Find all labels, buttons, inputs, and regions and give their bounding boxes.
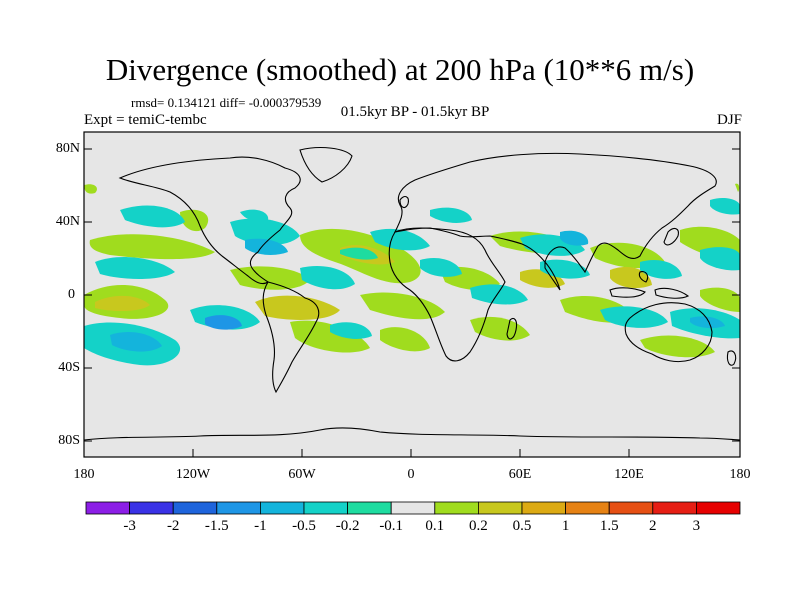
y-axis-ticks: [84, 148, 740, 442]
colorbar-box: [216, 501, 261, 515]
x-axis-ticks: [83, 449, 741, 457]
colorbar-label: -3: [123, 518, 136, 534]
colorbar-box: [303, 501, 348, 515]
colorbar-box: [129, 501, 174, 515]
colorbar-label: 0.1: [425, 518, 445, 534]
y-label-80n: 80N: [55, 141, 80, 156]
divergence-contours: [84, 147, 740, 441]
colorbar-box: [477, 501, 523, 515]
colorbar-label: -1.5: [204, 518, 229, 534]
colorbar-box: [85, 501, 130, 515]
x-label-120e: 120E: [614, 467, 644, 482]
colorbar-label: -0.5: [292, 518, 316, 534]
x-label-180e: 180: [729, 467, 751, 482]
season-label: DJF: [716, 112, 742, 128]
y-label-0: 0: [68, 287, 75, 302]
colorbar-label: -2: [166, 518, 180, 534]
positive-divergence-regions: [84, 183, 740, 358]
colorbar-label: 1: [561, 518, 570, 534]
x-label-180w: 180: [73, 467, 95, 482]
colorbar-box: [652, 501, 697, 515]
colorbar-label: 1.5: [599, 518, 619, 534]
chart-title: Divergence (smoothed) at 200 hPa (10**6 …: [105, 52, 695, 87]
colorbar-box: [521, 501, 566, 515]
y-label-80s: 80S: [58, 433, 80, 448]
x-label-60w: 60W: [288, 467, 316, 482]
x-label-60e: 60E: [508, 467, 532, 482]
colorbar-label: -0.1: [379, 518, 404, 534]
colorbar-box: [696, 501, 741, 515]
experiment-label: Expt = temiC-tembc: [84, 112, 207, 128]
colorbar-box: [259, 501, 305, 515]
colorbar-label: 3: [692, 518, 701, 534]
colorbar-box: [347, 501, 392, 515]
colorbar-label: -0.2: [335, 518, 360, 534]
period-label: 01.5kyr BP - 01.5kyr BP: [340, 104, 490, 120]
y-label-40s: 40S: [58, 360, 80, 375]
colorbar-label: 0.2: [469, 518, 488, 534]
coastlines: [84, 147, 740, 441]
colorbar-box: [608, 501, 654, 515]
colorbar-label: -1: [254, 518, 267, 534]
colorbar-box: [434, 501, 479, 515]
x-label-0: 0: [407, 467, 415, 482]
colorbar-box: [172, 501, 218, 515]
stats-label: rmsd= 0.134121 diff= -0.000379539: [131, 95, 322, 110]
colorbar-label: 0.5: [512, 518, 532, 534]
negative-divergence-regions: [84, 197, 740, 366]
map-background: [84, 132, 740, 457]
y-label-40n: 40N: [55, 214, 80, 229]
x-label-120w: 120W: [175, 467, 211, 482]
colorbar: [85, 501, 741, 515]
colorbar-label: 2: [649, 518, 657, 534]
colorbar-box: [565, 501, 610, 515]
colorbar-box: [390, 501, 436, 515]
